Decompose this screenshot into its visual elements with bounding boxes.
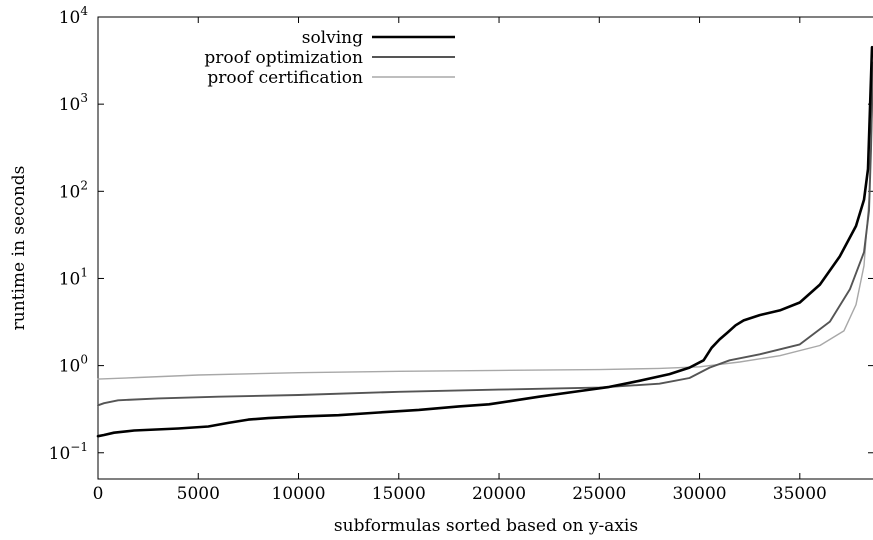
y-axis-label: runtime in seconds bbox=[9, 166, 29, 331]
y-tick-label: 101 bbox=[59, 265, 88, 289]
y-tick-base: 10 bbox=[59, 182, 81, 202]
y-tick-label: 102 bbox=[59, 178, 88, 202]
y-tick-exponent: 3 bbox=[80, 91, 88, 105]
x-tick-label: 20000 bbox=[472, 484, 526, 504]
x-tick-label: 30000 bbox=[673, 484, 727, 504]
x-tick-label: 5000 bbox=[177, 484, 220, 504]
y-tick-label: 100 bbox=[59, 353, 88, 377]
legend-label: solving bbox=[302, 28, 363, 48]
x-tick-label: 10000 bbox=[271, 484, 325, 504]
series-line-solving bbox=[96, 45, 873, 438]
y-tick-base: 10 bbox=[59, 269, 81, 289]
x-tick-label: 15000 bbox=[372, 484, 426, 504]
y-tick-exponent: 1 bbox=[80, 265, 88, 279]
y-tick-label: 103 bbox=[59, 91, 88, 115]
y-tick-base: 10 bbox=[59, 8, 81, 28]
y-tick-exponent: 2 bbox=[80, 178, 88, 192]
y-tick-exponent: 0 bbox=[80, 353, 88, 367]
x-tick-label: 25000 bbox=[572, 484, 626, 504]
series-line-proof-optimization bbox=[97, 61, 873, 407]
y-tick-exponent: 4 bbox=[80, 4, 88, 18]
y-tick-exponent: −1 bbox=[70, 440, 88, 454]
series-line-proof-certification bbox=[97, 56, 873, 380]
series-layer bbox=[96, 45, 873, 438]
y-tick-base: 10 bbox=[59, 357, 81, 377]
x-tick-label: 35000 bbox=[773, 484, 827, 504]
x-tick-label: 0 bbox=[93, 484, 104, 504]
y-tick-label: 10−1 bbox=[49, 440, 88, 464]
plot-frame bbox=[97, 16, 873, 480]
x-axis-label: subformulas sorted based on y-axis bbox=[334, 516, 638, 536]
legend-label: proof certification bbox=[207, 68, 363, 88]
y-tick-base: 10 bbox=[59, 95, 81, 115]
y-tick-label: 104 bbox=[59, 4, 89, 28]
tick-marks bbox=[97, 16, 873, 479]
y-tick-base: 10 bbox=[49, 444, 71, 464]
legend-label: proof optimization bbox=[204, 48, 363, 68]
x-tick-labels: 0 5000 10000 15000 20000 25000 30000 35000 bbox=[93, 484, 827, 504]
